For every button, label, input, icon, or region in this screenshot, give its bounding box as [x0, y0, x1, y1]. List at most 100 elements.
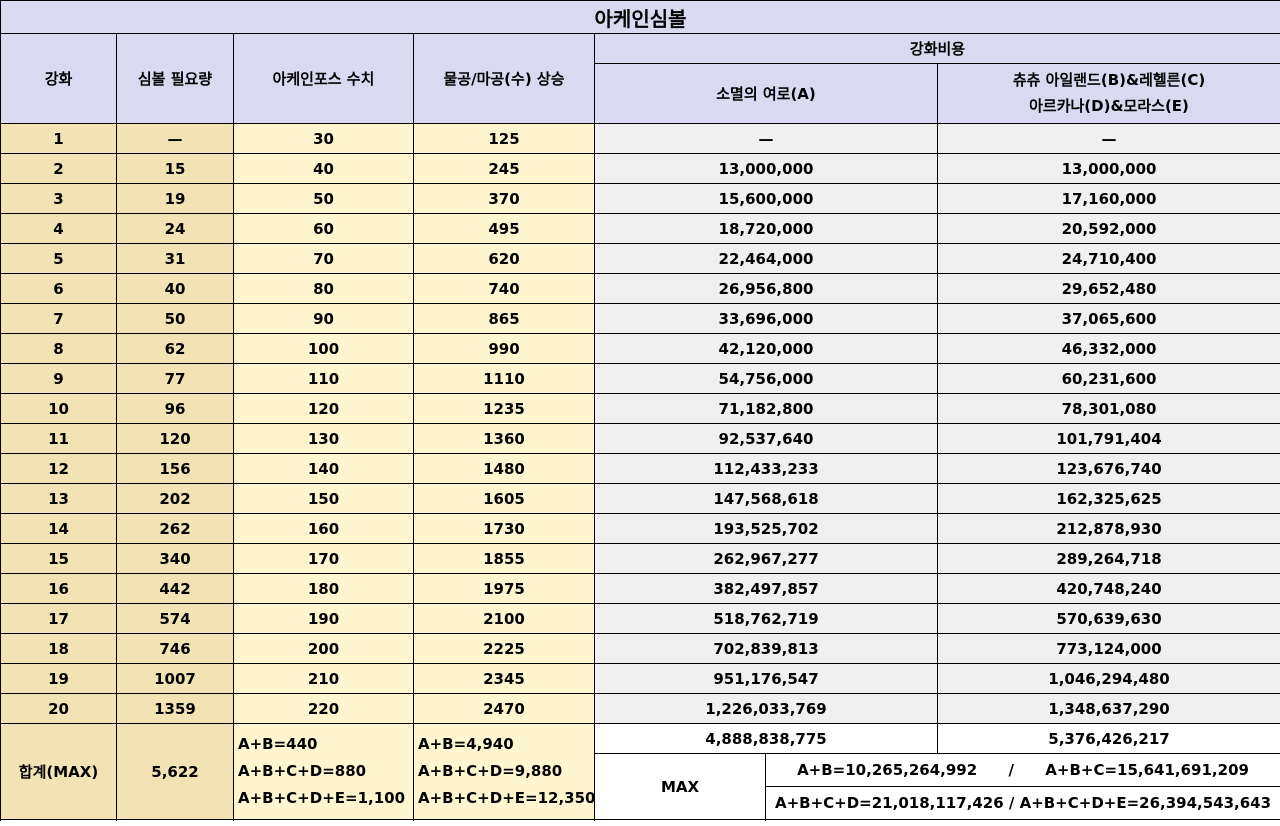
total-symbols: 5,622 — [116, 723, 234, 820]
cost-others-cell: 78,301,080 — [936, 393, 1280, 424]
attack-increase-cell: 1605 — [413, 483, 595, 514]
cost-vanishing-cell: 951,176,547 — [594, 663, 938, 694]
symbol-requirement-cell: 340 — [116, 543, 234, 574]
arcane-force-cell: 180 — [233, 573, 414, 604]
cost-others-cell: 46,332,000 — [936, 333, 1280, 364]
header-symbol-requirement: 심볼 필요량 — [116, 33, 234, 124]
level-cell: 11 — [0, 423, 117, 454]
header-cost-vanishing-journey: 소멸의 여로(A) — [594, 63, 938, 124]
symbol-requirement-cell: 96 — [116, 393, 234, 424]
max-line-2: A+B+C+D=21,018,117,426 / A+B+C+D+E=26,39… — [774, 794, 1272, 812]
attack-increase-cell: 865 — [413, 303, 595, 334]
cost-vanishing-cell: 518,762,719 — [594, 603, 938, 634]
attack-increase-cell: 740 — [413, 273, 595, 304]
cost-vanishing-cell: — — [594, 123, 938, 154]
level-cell: 4 — [0, 213, 117, 244]
header-cost-other-regions: 츄츄 아일랜드(B)&레헬른(C) 아르카나(D)&모라스(E) — [936, 63, 1280, 124]
level-cell: 5 — [0, 243, 117, 274]
cost-vanishing-cell: 26,956,800 — [594, 273, 938, 304]
symbol-requirement-cell: 202 — [116, 483, 234, 514]
symbol-requirement-cell: 156 — [116, 453, 234, 484]
table-row: 2 15 40 245 13,000,000 13,000,000 — [0, 153, 1280, 184]
attack-increase-cell: 990 — [413, 333, 595, 364]
table-row: 18 746 200 2225 702,839,813 773,124,000 — [0, 633, 1280, 664]
cost-vanishing-cell: 193,525,702 — [594, 513, 938, 544]
cost-others-cell: 20,592,000 — [936, 213, 1280, 244]
arcane-force-cell: 70 — [233, 243, 414, 274]
level-cell: 7 — [0, 303, 117, 334]
attack-increase-cell: 2470 — [413, 693, 595, 724]
cost-vanishing-cell: 42,120,000 — [594, 333, 938, 364]
cost-others-cell: 570,639,630 — [936, 603, 1280, 634]
symbol-requirement-cell: 262 — [116, 513, 234, 544]
level-cell: 6 — [0, 273, 117, 304]
arcane-force-cell: 160 — [233, 513, 414, 544]
cost-others-cell: 420,748,240 — [936, 573, 1280, 604]
arcane-force-cell: 200 — [233, 633, 414, 664]
table-row: 12 156 140 1480 112,433,233 123,676,740 — [0, 453, 1280, 484]
total-atk-line: A+B+C+D=9,880 — [418, 762, 563, 780]
header-cost-group: 강화비용 — [593, 33, 1280, 64]
symbol-requirement-cell: 746 — [116, 633, 234, 664]
table-row: 11 120 130 1360 92,537,640 101,791,404 — [0, 423, 1280, 454]
attack-increase-cell: 370 — [413, 183, 595, 214]
table-row: 20 1359 220 2470 1,226,033,769 1,348,637,290 — [0, 693, 1280, 724]
cost-vanishing-cell: 92,537,640 — [594, 423, 938, 454]
arcane-force-cell: 190 — [233, 603, 414, 634]
cost-others-cell: 101,791,404 — [936, 423, 1280, 454]
table-row: 13 202 150 1605 147,568,618 162,325,625 — [0, 483, 1280, 514]
symbol-requirement-cell: 50 — [116, 303, 234, 334]
arcane-force-cell: 170 — [233, 543, 414, 574]
cost-vanishing-cell: 18,720,000 — [594, 213, 938, 244]
symbol-requirement-cell: 31 — [116, 243, 234, 274]
symbol-requirement-cell: 1359 — [116, 693, 234, 724]
total-cost-vanishing: 4,888,838,775 — [594, 723, 938, 754]
attack-increase-cell: 620 — [413, 243, 595, 274]
table-row: 1—30 125— — — [0, 123, 1280, 154]
attack-increase-cell: 2100 — [413, 603, 595, 634]
attack-increase-cell: 2225 — [413, 633, 595, 664]
total-atk-line: A+B+C+D+E=12,350 — [418, 789, 595, 807]
arcane-force-cell: 130 — [233, 423, 414, 454]
cost-vanishing-cell: 54,756,000 — [594, 363, 938, 394]
symbol-requirement-cell: 1007 — [116, 663, 234, 694]
arcane-force-cell: 100 — [233, 333, 414, 364]
cost-others-cell: 123,676,740 — [936, 453, 1280, 484]
cost-others-cell: 289,264,718 — [936, 543, 1280, 574]
max-line-1: A+B=10,265,264,992 / A+B+C=15,641,691,20… — [766, 755, 1280, 787]
cost-others-cell: 24,710,400 — [936, 243, 1280, 274]
symbol-requirement-cell: 574 — [116, 603, 234, 634]
attack-increase-cell: 495 — [413, 213, 595, 244]
level-cell: 14 — [0, 513, 117, 544]
total-cost-others: 5,376,426,217 — [936, 723, 1280, 754]
arcane-force-cell: 120 — [233, 393, 414, 424]
level-cell: 9 — [0, 363, 117, 394]
symbol-requirement-cell: 442 — [116, 573, 234, 604]
table-row: 16 442 180 1975 382,497,857 420,748,240 — [0, 573, 1280, 604]
symbol-requirement-cell: — — [116, 123, 234, 154]
level-cell: 12 — [0, 453, 117, 484]
total-arcane-force: A+B=440 A+B+C+D=880 A+B+C+D+E=1,100 — [233, 723, 414, 820]
arcane-force-cell: 60 — [233, 213, 414, 244]
table-row: 3 19 50 370 15,600,000 17,160,000 — [0, 183, 1280, 214]
level-cell: 15 — [0, 543, 117, 574]
symbol-requirement-cell: 19 — [116, 183, 234, 214]
arcane-force-cell: 220 — [233, 693, 414, 724]
arcane-force-cell: 210 — [233, 663, 414, 694]
table-row: 7 50 90 865 33,696,000 37,065,600 — [0, 303, 1280, 334]
cost-vanishing-cell: 1,226,033,769 — [594, 693, 938, 724]
level-cell: 3 — [0, 183, 117, 214]
level-cell: 8 — [0, 333, 117, 364]
table-row: 19 1007 210 2345 951,176,547 1,046,294,480 — [0, 663, 1280, 694]
attack-increase-cell: 1855 — [413, 543, 595, 574]
cost-others-cell: 212,878,930 — [936, 513, 1280, 544]
arcane-force-cell: 90 — [233, 303, 414, 334]
total-force-line: A+B=440 — [238, 735, 318, 753]
cost-others-cell: 773,124,000 — [936, 633, 1280, 664]
cost-vanishing-cell: 112,433,233 — [594, 453, 938, 484]
max-label: MAX — [594, 753, 766, 820]
table-row: 5 31 70 620 22,464,000 24,710,400 — [0, 243, 1280, 274]
table-row: 14 262 160 1730 193,525,702 212,878,930 — [0, 513, 1280, 544]
table-title: 아케인심볼 — [0, 0, 1280, 34]
